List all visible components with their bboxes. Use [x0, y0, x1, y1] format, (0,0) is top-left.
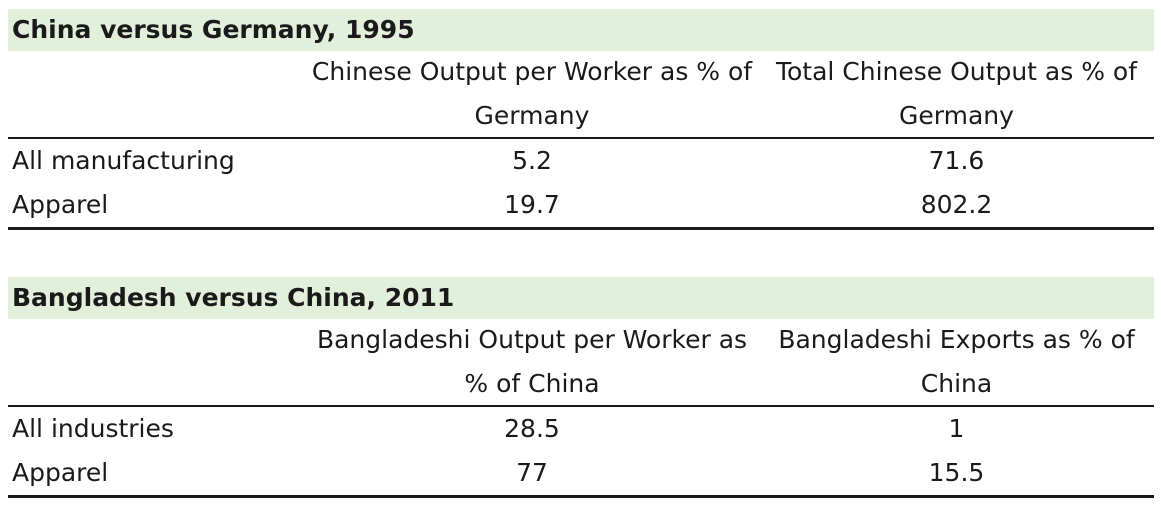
data-cell: 1 [948, 414, 965, 443]
table-bangladesh-vs-china: Bangladesh versus China, 2011 Bangladesh… [8, 277, 1154, 498]
data-cell: 5.2 [512, 146, 552, 175]
header-cell-label [8, 51, 305, 137]
header-cell-output-per-worker: Bangladeshi Output per Worker as % of Ch… [316, 325, 748, 398]
table-row: All industries 28.5 1 [8, 407, 1154, 451]
table-title: Bangladesh versus China, 2011 [8, 277, 1154, 319]
data-cell: 71.6 [928, 146, 985, 175]
header-cell-output-per-worker: Chinese Output per Worker as % of German… [311, 57, 753, 130]
row-label: Apparel [12, 458, 109, 487]
row-label: All manufacturing [12, 146, 235, 175]
table-row: Apparel 19.7 802.2 [8, 183, 1154, 230]
header-cell-total-output: Total Chinese Output as % of Germany [775, 57, 1138, 130]
data-cell: 802.2 [920, 190, 993, 219]
data-cell: 19.7 [504, 190, 560, 219]
table-header-row: Chinese Output per Worker as % of German… [8, 51, 1154, 139]
data-cell: 15.5 [928, 458, 985, 487]
table-row: Apparel 77 15.5 [8, 451, 1154, 498]
row-label: Apparel [12, 190, 109, 219]
table-china-vs-germany: China versus Germany, 1995 Chinese Outpu… [8, 9, 1154, 230]
header-cell-exports: Bangladeshi Exports as % of China [778, 325, 1135, 398]
data-cell: 77 [516, 458, 548, 487]
header-cell-label [8, 319, 305, 405]
table-row: All manufacturing 5.2 71.6 [8, 139, 1154, 183]
table-header-row: Bangladeshi Output per Worker as % of Ch… [8, 319, 1154, 407]
table-title: China versus Germany, 1995 [8, 9, 1154, 51]
row-label: All industries [12, 414, 174, 443]
data-cell: 28.5 [504, 414, 560, 443]
